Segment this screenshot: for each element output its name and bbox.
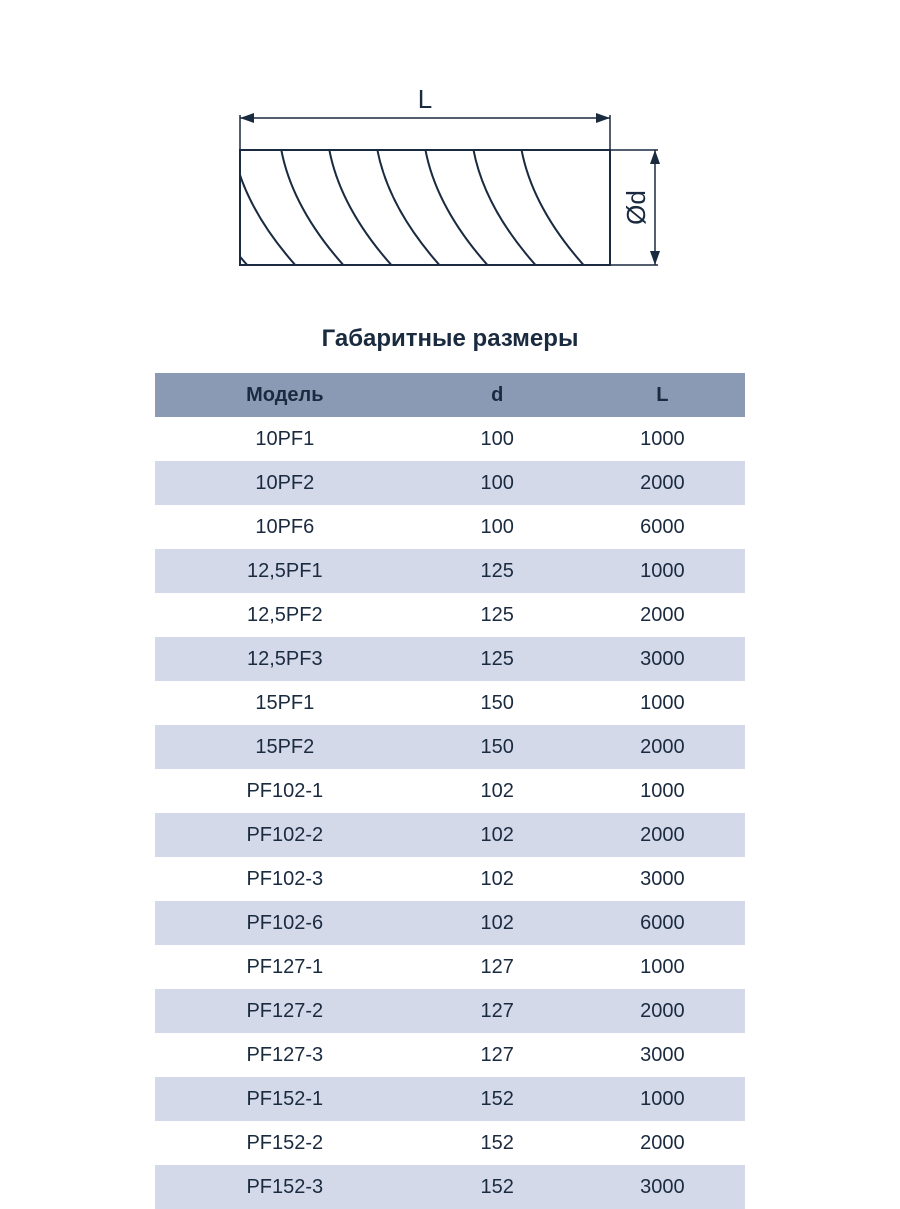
- cell-l: 6000: [580, 901, 745, 945]
- cell-d: 152: [415, 1077, 580, 1121]
- table-row: PF152-21522000: [155, 1121, 745, 1165]
- dimension-diagram: L Ød: [220, 80, 680, 295]
- table-row: 12,5PF21252000: [155, 593, 745, 637]
- cell-d: 102: [415, 901, 580, 945]
- col-header-d: d: [415, 373, 580, 417]
- table-row: 10PF21002000: [155, 461, 745, 505]
- cell-model: PF102-1: [155, 769, 415, 813]
- cell-d: 125: [415, 637, 580, 681]
- cell-l: 1000: [580, 417, 745, 461]
- cell-l: 2000: [580, 593, 745, 637]
- cell-d: 150: [415, 681, 580, 725]
- col-header-l: L: [580, 373, 745, 417]
- cell-l: 2000: [580, 1121, 745, 1165]
- table-row: 10PF61006000: [155, 505, 745, 549]
- cell-model: 12,5PF1: [155, 549, 415, 593]
- cell-l: 1000: [580, 1077, 745, 1121]
- cell-l: 3000: [580, 1165, 745, 1209]
- cell-model: PF152-2: [155, 1121, 415, 1165]
- dimension-L: L: [240, 84, 610, 150]
- table-row: 12,5PF11251000: [155, 549, 745, 593]
- label-L: L: [418, 84, 432, 114]
- cell-d: 127: [415, 945, 580, 989]
- cell-d: 100: [415, 505, 580, 549]
- cell-l: 2000: [580, 813, 745, 857]
- table-row: 12,5PF31253000: [155, 637, 745, 681]
- cell-d: 102: [415, 813, 580, 857]
- cell-d: 127: [415, 1033, 580, 1077]
- cell-l: 3000: [580, 637, 745, 681]
- cell-model: 10PF2: [155, 461, 415, 505]
- cell-model: PF102-3: [155, 857, 415, 901]
- table-header-row: Модель d L: [155, 373, 745, 417]
- cell-d: 152: [415, 1121, 580, 1165]
- table-row: PF102-21022000: [155, 813, 745, 857]
- cell-l: 2000: [580, 461, 745, 505]
- cell-model: 10PF1: [155, 417, 415, 461]
- dimension-d: Ød: [610, 150, 660, 265]
- table-row: PF152-11521000: [155, 1077, 745, 1121]
- cell-d: 152: [415, 1165, 580, 1209]
- table-row: PF102-31023000: [155, 857, 745, 901]
- cell-model: PF102-6: [155, 901, 415, 945]
- cell-d: 100: [415, 461, 580, 505]
- table-row: 10PF11001000: [155, 417, 745, 461]
- cell-l: 6000: [580, 505, 745, 549]
- cell-l: 1000: [580, 549, 745, 593]
- cell-d: 127: [415, 989, 580, 1033]
- cell-d: 125: [415, 593, 580, 637]
- table-row: PF102-61026000: [155, 901, 745, 945]
- cell-model: PF152-3: [155, 1165, 415, 1209]
- cell-l: 2000: [580, 989, 745, 1033]
- table-row: PF152-31523000: [155, 1165, 745, 1209]
- diagram-svg: L Ød: [220, 80, 680, 290]
- cell-model: PF127-2: [155, 989, 415, 1033]
- cell-l: 1000: [580, 945, 745, 989]
- cell-model: PF152-1: [155, 1077, 415, 1121]
- dimensions-table: Модель d L 10PF1100100010PF2100200010PF6…: [155, 373, 745, 1209]
- table-row: PF127-21272000: [155, 989, 745, 1033]
- col-header-model: Модель: [155, 373, 415, 417]
- cell-model: PF127-3: [155, 1033, 415, 1077]
- cell-d: 100: [415, 417, 580, 461]
- table-body: 10PF1100100010PF2100200010PF6100600012,5…: [155, 417, 745, 1209]
- cell-model: PF127-1: [155, 945, 415, 989]
- cell-model: 15PF1: [155, 681, 415, 725]
- table-row: 15PF11501000: [155, 681, 745, 725]
- table-row: PF102-11021000: [155, 769, 745, 813]
- page: L Ød Габаритные размеры Модель d L 10PF1…: [0, 0, 900, 1209]
- cell-d: 150: [415, 725, 580, 769]
- cell-model: PF102-2: [155, 813, 415, 857]
- cell-l: 3000: [580, 857, 745, 901]
- table-row: PF127-31273000: [155, 1033, 745, 1077]
- cell-d: 102: [415, 857, 580, 901]
- cell-model: 12,5PF2: [155, 593, 415, 637]
- cell-l: 1000: [580, 769, 745, 813]
- table-row: 15PF21502000: [155, 725, 745, 769]
- table-title: Габаритные размеры: [0, 325, 900, 353]
- cell-d: 125: [415, 549, 580, 593]
- cell-l: 2000: [580, 725, 745, 769]
- label-d: Ød: [621, 190, 651, 225]
- cell-model: 10PF6: [155, 505, 415, 549]
- cell-model: 12,5PF3: [155, 637, 415, 681]
- cell-l: 3000: [580, 1033, 745, 1077]
- cell-model: 15PF2: [155, 725, 415, 769]
- cell-d: 102: [415, 769, 580, 813]
- duct-body: [220, 150, 610, 265]
- dimensions-table-wrap: Модель d L 10PF1100100010PF2100200010PF6…: [155, 373, 745, 1209]
- table-row: PF127-11271000: [155, 945, 745, 989]
- cell-l: 1000: [580, 681, 745, 725]
